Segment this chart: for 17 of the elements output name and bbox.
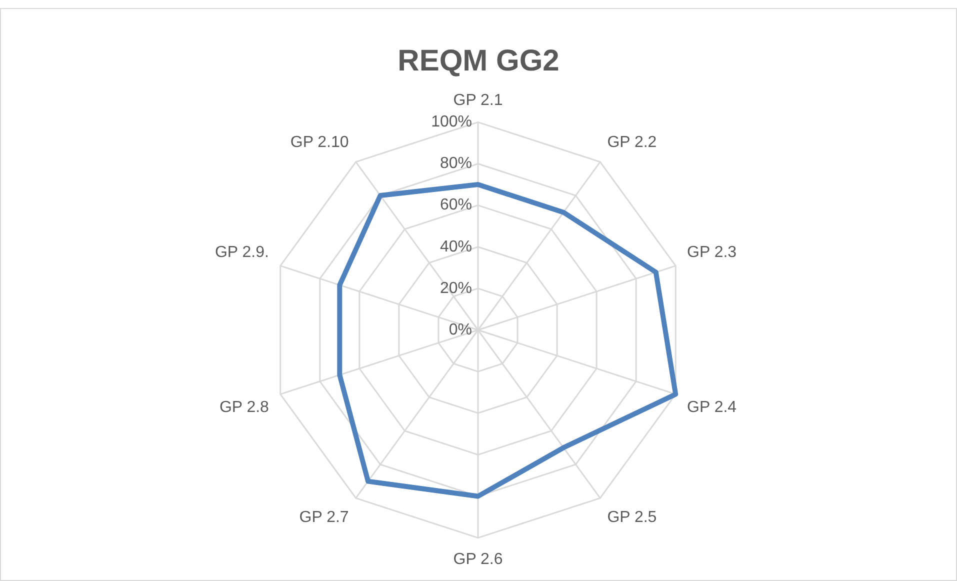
- spoke-label: GP 2.4: [687, 398, 737, 416]
- spoke-label: GP 2.10: [290, 134, 349, 151]
- y-tick-label: 20%: [440, 280, 472, 297]
- spoke-label: GP 2.8: [219, 398, 270, 416]
- spoke-label: GP 2.9.: [214, 244, 269, 261]
- y-tick-label: 60%: [440, 196, 472, 214]
- spoke-label: GP 2.6: [453, 550, 503, 568]
- spoke-label: GP 2.2: [607, 134, 657, 151]
- spoke-label: GP 2.1: [453, 92, 503, 110]
- y-tick-label: 80%: [440, 155, 472, 172]
- spoke-label: GP 2.5: [607, 508, 657, 526]
- y-tick-label: 0%: [448, 321, 472, 338]
- chart-title: REQM GG2: [398, 44, 560, 78]
- y-tick-label: 100%: [431, 114, 472, 131]
- spoke-label: GP 2.3: [687, 244, 737, 261]
- y-tick-label: 40%: [440, 238, 472, 256]
- spoke-label: GP 2.7: [299, 508, 349, 526]
